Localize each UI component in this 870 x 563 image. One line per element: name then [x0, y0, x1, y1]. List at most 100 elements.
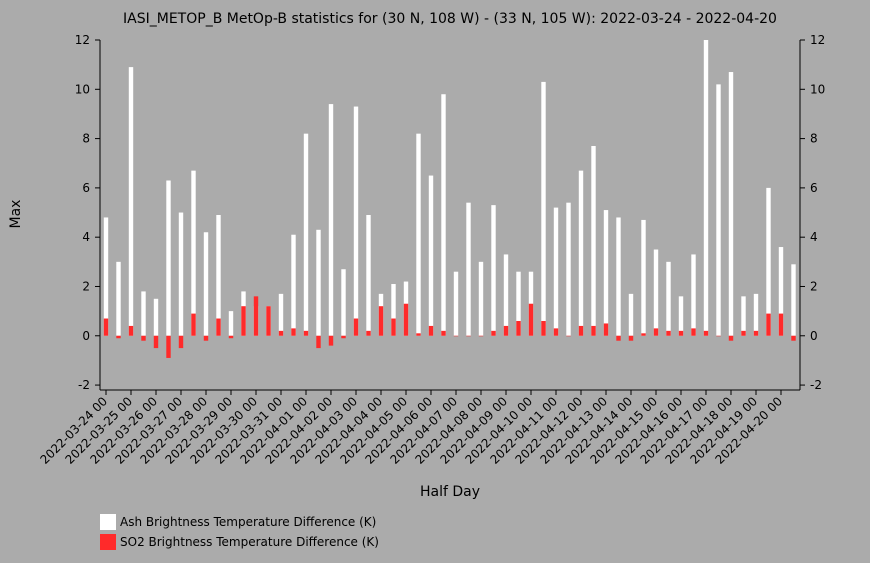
so2-bar [791, 335, 796, 341]
ash-bar [153, 298, 159, 336]
ash-bar [353, 106, 359, 336]
so2-bar [453, 335, 459, 337]
y-tick-label-left: 2 [82, 279, 90, 293]
y-tick-label-right: 0 [810, 329, 818, 343]
ash-bar [103, 217, 109, 336]
so2-bar [341, 335, 346, 339]
so2-bar [541, 320, 546, 336]
so2-bar [778, 313, 784, 336]
so2-bar [303, 330, 309, 336]
ash-bar [541, 81, 546, 336]
so2-bar [166, 335, 171, 358]
y-tick-label-right: 8 [810, 132, 818, 146]
so2-bar [741, 330, 746, 336]
ash-bar [503, 254, 509, 336]
legend: Ash Brightness Temperature Difference (K… [100, 512, 379, 552]
ash-bar [553, 207, 559, 336]
ash-bar [603, 210, 609, 336]
so2-bar [616, 335, 621, 341]
legend-swatch-so2 [100, 534, 116, 550]
so2-bar [666, 330, 671, 336]
ash-bar [116, 261, 121, 336]
ash-bar [291, 234, 296, 336]
so2-bar [366, 330, 371, 336]
so2-bar [216, 318, 221, 336]
y-tick-label-right: 10 [810, 82, 825, 96]
y-tick-label-left: 12 [75, 33, 90, 47]
so2-bar [416, 333, 421, 336]
ash-bar [716, 84, 721, 336]
y-tick-label-left: 0 [82, 329, 90, 343]
y-tick-label-left: 6 [82, 181, 90, 195]
ash-bar [316, 229, 321, 336]
so2-bar [203, 335, 209, 341]
so2-bar [316, 335, 321, 349]
ash-bar [591, 145, 596, 336]
so2-bar [278, 330, 284, 336]
y-tick-label-right: 2 [810, 279, 818, 293]
legend-label-ash: Ash Brightness Temperature Difference (K… [120, 515, 377, 529]
so2-bar [441, 330, 446, 336]
ash-bar [128, 67, 134, 336]
so2-bar [116, 335, 121, 339]
ash-bar [391, 284, 396, 336]
legend-swatch-ash [100, 514, 116, 530]
so2-bar [466, 335, 471, 337]
y-tick-label-right: -2 [810, 378, 822, 392]
so2-bar [553, 328, 559, 336]
so2-bar [516, 320, 521, 336]
chart-title: IASI_METOP_B MetOp-B statistics for (30 … [123, 11, 777, 27]
so2-bar [478, 335, 484, 337]
ash-bar [753, 293, 759, 336]
ash-bar [566, 202, 571, 336]
ash-bar [216, 215, 221, 336]
so2-bar [391, 318, 396, 336]
ash-bar [578, 170, 584, 336]
so2-bar [403, 303, 409, 336]
ash-bar [703, 40, 709, 336]
ash-bar [778, 247, 784, 336]
ash-bar [766, 187, 771, 336]
ash-bar [191, 170, 196, 336]
so2-bar [603, 323, 609, 336]
ash-bar [491, 205, 496, 336]
so2-bar [141, 335, 146, 341]
so2-bar [503, 325, 509, 336]
y-tick-label-left: 4 [82, 230, 90, 244]
ash-bar [303, 133, 309, 336]
ash-bar [628, 293, 634, 336]
ash-bar [616, 217, 621, 336]
so2-bar [653, 328, 659, 336]
so2-bar [753, 330, 759, 336]
so2-bar [716, 335, 721, 337]
so2-bar [378, 306, 384, 336]
so2-bar [153, 335, 159, 349]
so2-bar [191, 313, 196, 336]
so2-bar [103, 318, 109, 336]
so2-bar [578, 325, 584, 336]
y-tick-label-right: 6 [810, 181, 818, 195]
ash-bar [728, 72, 734, 336]
so2-bar [691, 328, 696, 336]
y-tick-label-right: 4 [810, 230, 818, 244]
so2-bar [628, 335, 634, 341]
so2-bar [328, 335, 334, 346]
so2-bar [291, 328, 296, 336]
so2-bar [266, 306, 271, 336]
ash-bar [516, 271, 521, 336]
so2-bar [591, 325, 596, 336]
so2-bar [353, 318, 359, 336]
ash-bar [278, 293, 284, 336]
ash-bar [478, 261, 484, 336]
so2-bar [241, 306, 246, 336]
ash-bar [228, 311, 234, 336]
ash-bar [178, 212, 184, 336]
ash-bar [428, 175, 434, 336]
legend-item-so2: SO2 Brightness Temperature Difference (K… [100, 532, 379, 552]
so2-bar [128, 325, 134, 336]
y-tick-label-left: 8 [82, 132, 90, 146]
so2-bar [528, 303, 534, 336]
ash-bar [341, 269, 346, 336]
so2-bar [428, 325, 434, 336]
